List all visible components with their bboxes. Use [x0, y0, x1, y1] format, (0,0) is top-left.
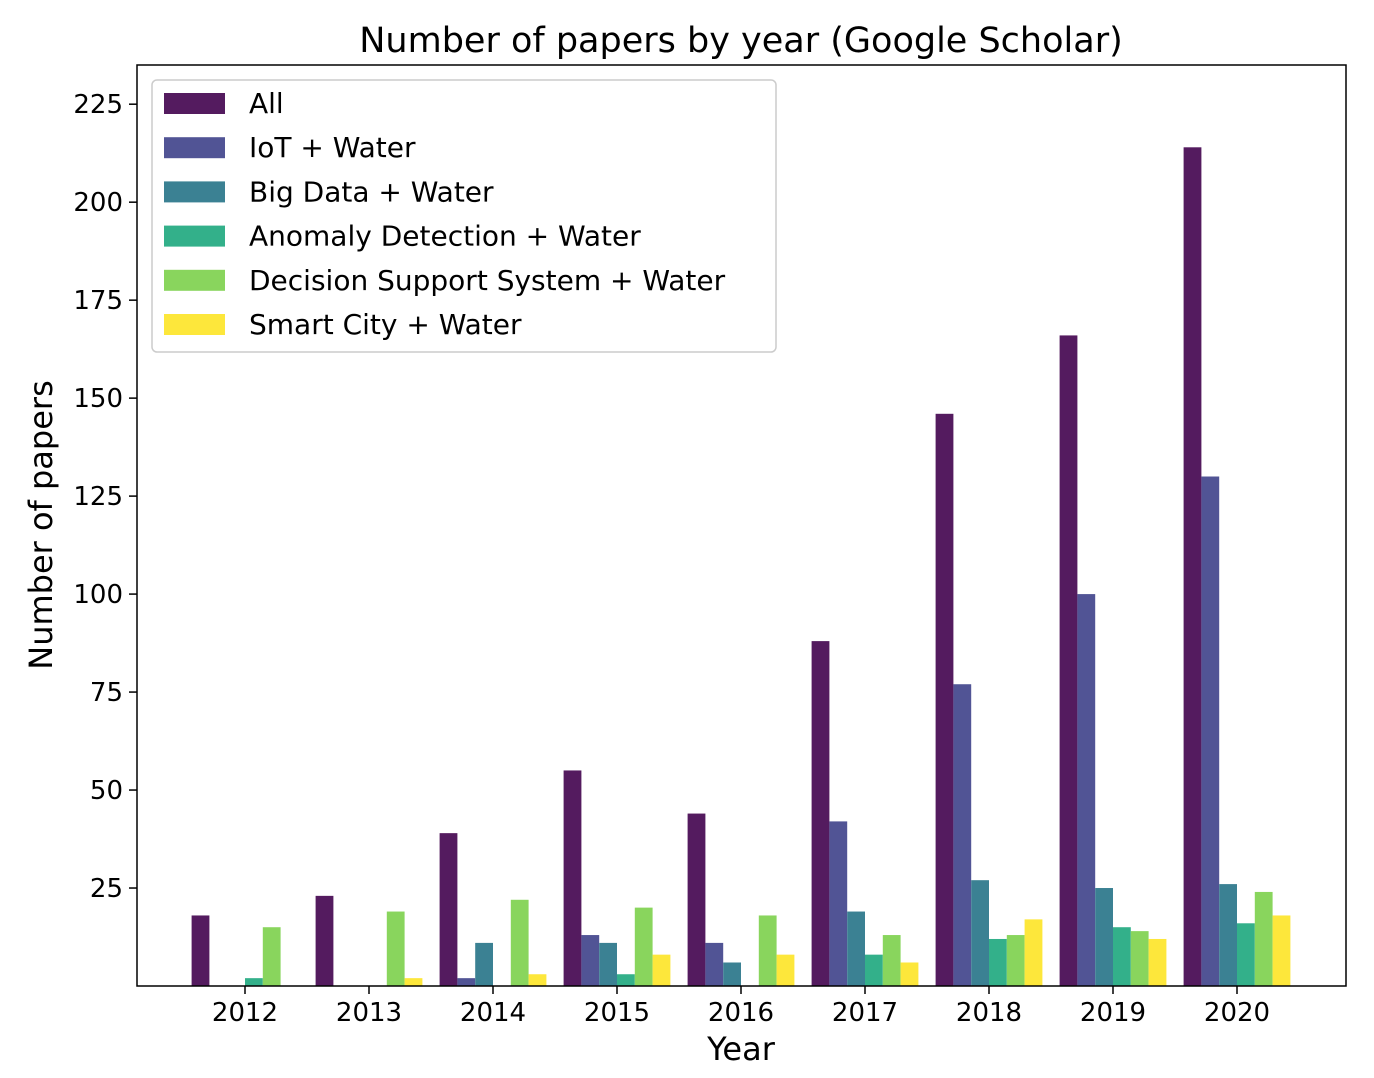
x-tick-label: 2013	[336, 998, 402, 1028]
bar-decision-support-system-water-2020	[1254, 891, 1273, 986]
legend: All IoT + Water Big Data + Water Anomaly De…	[151, 79, 777, 353]
bars-group	[191, 147, 1291, 987]
legend-label: Big Data + Water	[249, 175, 494, 208]
bar-anomaly-detection-water-2019	[1113, 927, 1131, 986]
legend-label: Anomaly Detection + Water	[249, 220, 641, 253]
legend-label: Smart City + Water	[249, 308, 522, 341]
bar-decision-support-system-water-2019	[1130, 931, 1149, 986]
bar-anomaly-detection-water-2018	[989, 938, 1007, 986]
y-tick-label: 225	[73, 90, 123, 120]
bar-iot-water-2015	[581, 935, 600, 986]
bar-all-2014	[439, 833, 458, 986]
y-tick-label: 200	[73, 188, 123, 218]
bar-iot-water-2017	[829, 821, 848, 986]
y-tick-label: 125	[73, 482, 123, 512]
bar-decision-support-system-water-2014	[510, 899, 529, 986]
x-tick-label: 2015	[584, 998, 650, 1028]
bar-smart-city-water-2015	[652, 954, 671, 986]
bar-all-2012	[191, 915, 210, 986]
x-tick-label: 2016	[708, 998, 774, 1028]
y-axis: 25 50 75 100 125 150 175 200 225	[73, 90, 137, 904]
legend-swatch	[164, 269, 225, 291]
y-tick-label: 100	[73, 580, 123, 610]
x-tick-label: 2014	[460, 998, 526, 1028]
bar-big-data-water-2020	[1219, 884, 1237, 986]
bar-all-2013	[315, 895, 334, 986]
bar-big-data-water-2018	[971, 880, 989, 986]
bar-anomaly-detection-water-2015	[617, 974, 635, 986]
bar-anomaly-detection-water-2017	[865, 954, 883, 986]
x-axis-label: Year	[706, 1030, 776, 1068]
y-tick-label: 50	[90, 776, 123, 806]
bar-iot-water-2019	[1077, 594, 1096, 986]
bar-anomaly-detection-water-2020	[1237, 923, 1255, 986]
bar-smart-city-water-2020	[1272, 915, 1291, 986]
bar-all-2016	[687, 813, 706, 986]
y-tick-label: 150	[73, 384, 123, 414]
bar-decision-support-system-water-2018	[1006, 935, 1025, 986]
bar-all-2017	[811, 641, 830, 986]
legend-label: All	[249, 87, 284, 120]
bar-iot-water-2020	[1201, 476, 1220, 986]
chart-title: Number of papers by year (Google Scholar…	[359, 21, 1123, 61]
legend-swatch	[164, 225, 225, 247]
bar-decision-support-system-water-2013	[386, 911, 405, 986]
x-tick-label: 2012	[212, 998, 278, 1028]
legend-label: IoT + Water	[249, 131, 416, 164]
bar-big-data-water-2019	[1095, 888, 1113, 986]
bar-decision-support-system-water-2017	[882, 935, 901, 986]
bar-all-2015	[563, 770, 582, 986]
bar-smart-city-water-2013	[404, 978, 423, 986]
bar-big-data-water-2016	[723, 962, 741, 986]
legend-swatch	[164, 181, 225, 203]
legend-label: Decision Support System + Water	[249, 264, 726, 297]
bar-iot-water-2016	[705, 942, 724, 986]
bar-decision-support-system-water-2016	[758, 915, 777, 986]
bar-all-2018	[935, 413, 954, 986]
legend-swatch	[164, 137, 225, 159]
bar-iot-water-2014	[457, 978, 476, 986]
legend-swatch	[164, 93, 225, 114]
x-tick-label: 2017	[832, 998, 898, 1028]
bar-smart-city-water-2018	[1024, 919, 1043, 986]
bar-big-data-water-2015	[599, 942, 617, 986]
bar-iot-water-2018	[953, 684, 972, 986]
plot-frame	[136, 64, 1347, 987]
y-tick-label: 75	[90, 678, 123, 708]
bar-smart-city-water-2019	[1148, 938, 1167, 986]
legend-swatch	[164, 314, 225, 335]
legend-box	[151, 79, 777, 353]
x-tick-label: 2019	[1080, 998, 1146, 1028]
bar-big-data-water-2017	[847, 911, 865, 986]
bar-all-2019	[1059, 335, 1078, 986]
y-tick-label: 25	[90, 874, 123, 904]
x-tick-label: 2018	[956, 998, 1022, 1028]
bar-big-data-water-2014	[475, 942, 493, 986]
x-tick-label: 2020	[1204, 998, 1270, 1028]
bar-decision-support-system-water-2012	[262, 927, 281, 986]
bar-smart-city-water-2017	[900, 962, 919, 986]
y-tick-label: 175	[73, 286, 123, 316]
bar-decision-support-system-water-2015	[634, 907, 653, 986]
bar-smart-city-water-2016	[776, 954, 795, 986]
bar-smart-city-water-2014	[528, 974, 547, 986]
bar-anomaly-detection-water-2012	[245, 978, 263, 986]
x-axis: 2012 2013 2014 2015 2016 2017 2018 2019 2020	[212, 986, 1270, 1028]
bar-all-2020	[1183, 147, 1202, 987]
y-axis-label: Number of papers	[22, 380, 60, 669]
